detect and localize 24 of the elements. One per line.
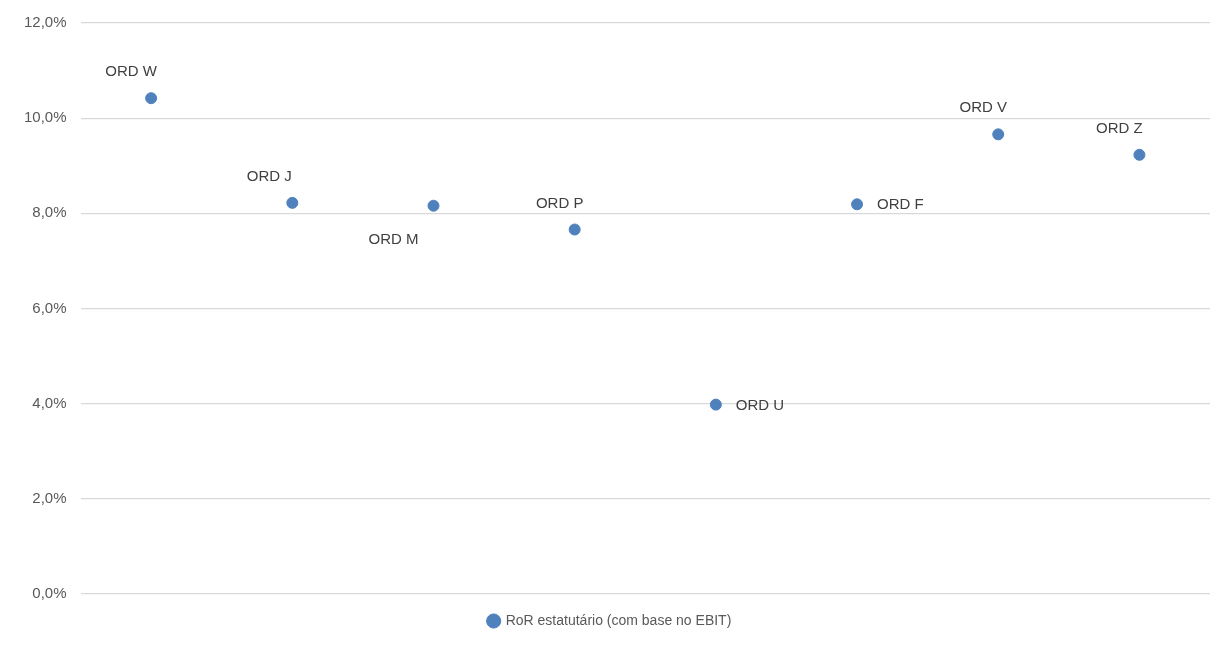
y-tick-label: 0,0% [32,584,67,602]
y-tick-label: 12,0% [23,13,67,31]
point [992,128,1005,141]
data-label: ORD V [959,98,1007,116]
data-label: ORD U [735,395,785,413]
data-label: ORD M [368,229,419,247]
data-label: ORD W [105,62,158,80]
data-label: ORD J [246,167,292,185]
point [568,223,581,236]
data-label: ORD P [535,193,584,211]
point [709,398,722,411]
point [427,199,440,212]
legend-label: RoR estatutário (com base no EBIT) [505,611,732,628]
y-tick-label: 8,0% [32,203,67,221]
data-label: ORD Z [1096,118,1143,136]
data-label: ORD F [877,195,924,213]
y-tick-label: 6,0% [32,298,67,316]
point [286,196,299,209]
y-tick-label: 10,0% [23,108,67,126]
y-tick-label: 2,0% [32,488,67,506]
point [1133,148,1146,161]
point [145,92,158,105]
point [851,198,864,211]
y-tick-label: 4,0% [32,393,67,411]
